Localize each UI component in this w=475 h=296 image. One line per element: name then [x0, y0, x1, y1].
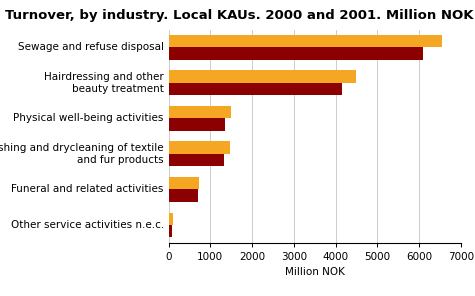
Bar: [169, 177, 199, 189]
Bar: [169, 83, 342, 95]
Bar: [169, 118, 225, 131]
Legend: 2000, 2001: 2000, 2001: [168, 295, 292, 296]
Text: Turnover, by industry. Local KAUs. 2000 and 2001. Million NOK: Turnover, by industry. Local KAUs. 2000 …: [5, 9, 473, 22]
Bar: [169, 70, 356, 83]
Bar: [169, 106, 231, 118]
Bar: [169, 154, 224, 166]
X-axis label: Million NOK: Million NOK: [285, 267, 345, 277]
Bar: [169, 35, 442, 47]
Bar: [169, 213, 173, 225]
Bar: [169, 141, 230, 154]
Bar: [169, 225, 172, 237]
Bar: [169, 189, 198, 202]
Bar: [169, 47, 423, 60]
